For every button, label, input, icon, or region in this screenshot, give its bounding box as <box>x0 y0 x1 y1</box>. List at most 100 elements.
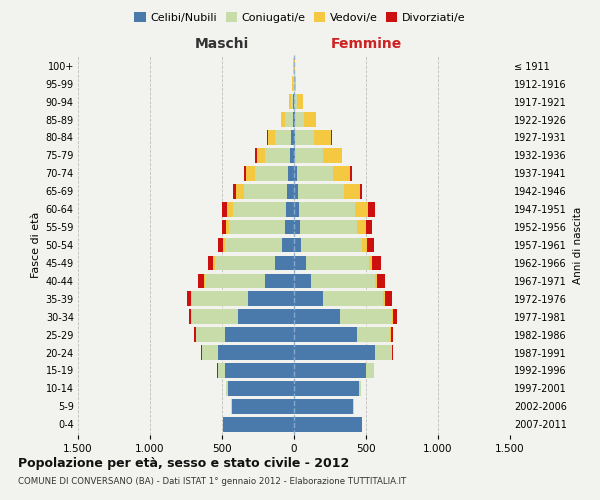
Bar <box>229 220 286 234</box>
Bar <box>367 238 374 252</box>
Bar <box>358 328 391 342</box>
Bar <box>218 363 225 378</box>
Bar <box>192 292 248 306</box>
Bar <box>225 238 283 252</box>
Bar <box>208 256 214 270</box>
Text: Maschi: Maschi <box>195 38 249 52</box>
Bar <box>294 220 300 234</box>
Bar <box>359 381 361 396</box>
Bar <box>265 274 294 288</box>
Bar <box>268 130 275 145</box>
Bar <box>333 166 350 180</box>
Bar <box>218 345 294 360</box>
Bar <box>194 328 196 342</box>
Bar <box>362 238 367 252</box>
Bar <box>298 94 303 109</box>
Bar <box>300 220 358 234</box>
Bar <box>294 274 311 288</box>
Bar <box>304 112 316 127</box>
Bar <box>201 345 202 360</box>
Bar <box>246 166 255 180</box>
Bar <box>228 381 294 396</box>
Bar <box>286 220 294 234</box>
Bar <box>294 310 340 324</box>
Bar <box>294 256 305 270</box>
Y-axis label: Fasce di età: Fasce di età <box>31 212 41 278</box>
Bar <box>294 202 299 216</box>
Bar <box>294 112 295 127</box>
Bar <box>360 184 362 198</box>
Legend: Celibi/Nubili, Coniugati/e, Vedovi/e, Divorziati/e: Celibi/Nubili, Coniugati/e, Vedovi/e, Di… <box>130 8 470 28</box>
Bar <box>294 130 295 145</box>
Bar <box>238 310 294 324</box>
Bar <box>366 220 372 234</box>
Bar <box>383 292 385 306</box>
Bar <box>236 184 244 198</box>
Bar <box>301 238 362 252</box>
Bar <box>368 202 376 216</box>
Bar <box>355 202 368 216</box>
Bar <box>226 381 228 396</box>
Bar <box>275 256 294 270</box>
Bar <box>353 399 354 413</box>
Bar <box>341 148 342 162</box>
Bar <box>257 148 265 162</box>
Bar <box>340 310 392 324</box>
Bar <box>294 76 295 91</box>
Bar <box>295 76 296 91</box>
Bar <box>344 184 360 198</box>
Bar <box>232 399 294 413</box>
Bar <box>248 292 294 306</box>
Bar <box>294 328 358 342</box>
Bar <box>222 220 226 234</box>
Bar <box>391 328 393 342</box>
Text: Popolazione per età, sesso e stato civile - 2012: Popolazione per età, sesso e stato civil… <box>18 458 349 470</box>
Bar <box>226 220 229 234</box>
Bar <box>281 112 286 127</box>
Bar <box>187 292 191 306</box>
Bar <box>192 310 238 324</box>
Bar <box>222 202 227 216</box>
Bar <box>305 256 369 270</box>
Bar <box>392 310 397 324</box>
Bar <box>323 148 341 162</box>
Bar <box>202 345 218 360</box>
Bar <box>233 184 236 198</box>
Bar <box>299 202 355 216</box>
Bar <box>288 166 294 180</box>
Bar <box>227 202 233 216</box>
Bar <box>290 148 294 162</box>
Bar <box>377 274 385 288</box>
Bar <box>205 274 265 288</box>
Bar <box>350 166 352 180</box>
Bar <box>291 130 294 145</box>
Bar <box>294 381 359 396</box>
Bar <box>373 256 381 270</box>
Bar <box>265 148 290 162</box>
Bar <box>358 220 366 234</box>
Bar <box>287 184 294 198</box>
Bar <box>392 345 393 360</box>
Bar <box>191 292 192 306</box>
Text: COMUNE DI CONVERSANO (BA) - Dati ISTAT 1° gennaio 2012 - Elaborazione TUTTITALIA: COMUNE DI CONVERSANO (BA) - Dati ISTAT 1… <box>18 478 406 486</box>
Bar <box>298 184 344 198</box>
Bar <box>289 94 291 109</box>
Bar <box>255 166 288 180</box>
Bar <box>295 112 304 127</box>
Bar <box>385 292 392 306</box>
Bar <box>286 202 294 216</box>
Bar <box>244 184 287 198</box>
Bar <box>233 202 286 216</box>
Bar <box>314 130 331 145</box>
Bar <box>223 238 225 252</box>
Bar <box>311 274 374 288</box>
Y-axis label: Anni di nascita: Anni di nascita <box>572 206 583 284</box>
Bar <box>331 130 332 145</box>
Bar <box>286 112 293 127</box>
Bar <box>323 292 383 306</box>
Bar <box>294 238 301 252</box>
Bar <box>204 274 205 288</box>
Bar <box>297 166 333 180</box>
Bar <box>295 148 323 162</box>
Bar <box>295 130 314 145</box>
